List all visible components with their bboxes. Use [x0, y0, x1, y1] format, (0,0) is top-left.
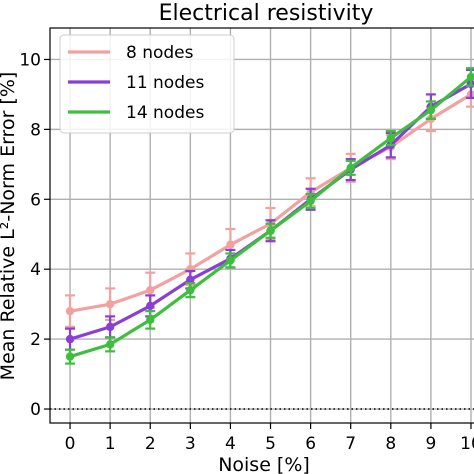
data-point	[226, 256, 235, 265]
series-14-nodes	[65, 67, 474, 365]
data-point	[226, 240, 235, 249]
x-tick-label: 0	[65, 434, 76, 454]
x-tick-label: 7	[345, 434, 356, 454]
y-tick-label: 6	[30, 190, 41, 210]
legend-label: 8 nodes	[126, 43, 194, 63]
x-tick-label: 10	[460, 434, 474, 454]
legend-label: 11 nodes	[126, 73, 204, 93]
x-tick-label: 4	[225, 434, 236, 454]
y-tick-label: 2	[30, 330, 41, 350]
x-tick-label: 1	[105, 434, 116, 454]
y-axis-label: Mean Relative L²-Norm Error [%]	[0, 72, 19, 381]
data-point	[65, 334, 75, 344]
legend-box	[59, 34, 235, 134]
data-point	[266, 226, 275, 235]
x-axis-ticks: 0 1 2 3 4 5 6 7 8 9 10	[65, 423, 474, 454]
legend-label: 14 nodes	[126, 103, 204, 123]
data-point	[186, 285, 195, 295]
y-axis-ticks: 0 2 4 6 8 10	[19, 50, 50, 420]
data-point	[65, 306, 75, 316]
x-tick-label: 5	[265, 434, 276, 454]
data-point	[146, 301, 155, 311]
x-axis-label: Noise [%]	[218, 454, 310, 474]
x-tick-label: 2	[145, 434, 156, 454]
data-point	[346, 163, 355, 173]
y-tick-label: 4	[30, 260, 41, 280]
data-point	[105, 322, 115, 332]
series-group	[65, 67, 474, 365]
x-tick-label: 3	[185, 434, 196, 454]
data-point	[105, 299, 115, 309]
y-tick-label: 8	[30, 120, 41, 140]
data-point	[186, 275, 195, 284]
data-point	[426, 105, 436, 115]
legend: 8 nodes 11 nodes 14 nodes	[59, 34, 235, 134]
x-tick-label: 9	[425, 434, 436, 454]
x-tick-label: 8	[385, 434, 396, 454]
y-tick-label: 0	[30, 400, 41, 420]
y-tick-label: 10	[19, 50, 41, 70]
x-tick-label: 6	[305, 434, 316, 454]
data-point	[386, 133, 395, 143]
data-point	[105, 340, 115, 349]
data-point	[146, 285, 155, 295]
data-point	[65, 352, 75, 361]
data-point	[306, 196, 315, 206]
data-point	[466, 72, 474, 82]
data-point	[146, 315, 155, 325]
plot-frame	[49, 27, 474, 424]
chart-title: Electrical resistivity	[159, 1, 374, 26]
